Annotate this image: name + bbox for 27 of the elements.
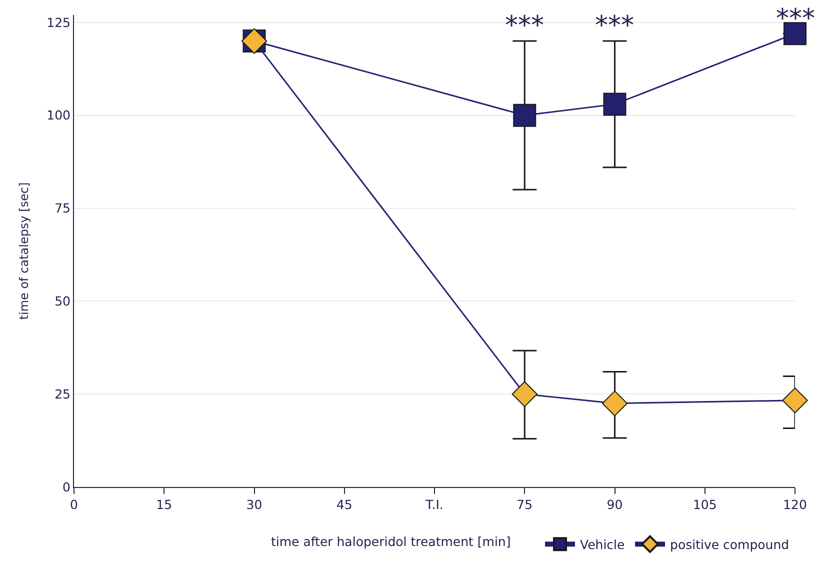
x-tick-label: 120 [783,497,807,512]
annotation: *** [595,11,634,41]
y-axis-title: time of catalepsy [sec] [16,182,31,320]
y-tick-label: 100 [46,108,71,123]
annotation: *** [776,4,815,34]
point [784,22,806,46]
x-tick-label: 45 [336,497,352,512]
x-tick-label: 90 [606,497,623,512]
point [513,104,536,127]
point [512,381,538,407]
x-tick-label: T.I. [424,497,444,512]
point [603,92,626,116]
x-tick-label: 15 [156,497,172,512]
x-tick-label: 30 [246,497,262,512]
legend-label: positive compound [670,536,790,552]
x-tick-label: 75 [516,497,533,512]
legend-label: Vehicle [580,536,626,552]
y-tick-label: 50 [54,294,71,309]
annotation: *** [505,11,544,41]
y-tick-label: 125 [46,14,70,30]
x-axis-title: time after haloperidol treatment [min] [271,534,511,549]
y-tick-label: 25 [54,386,70,402]
x-tick-label: 105 [692,497,717,512]
point [782,388,808,414]
y-tick-label: 0 [62,479,71,494]
point [602,390,628,416]
y-tick-label: 75 [54,200,70,216]
